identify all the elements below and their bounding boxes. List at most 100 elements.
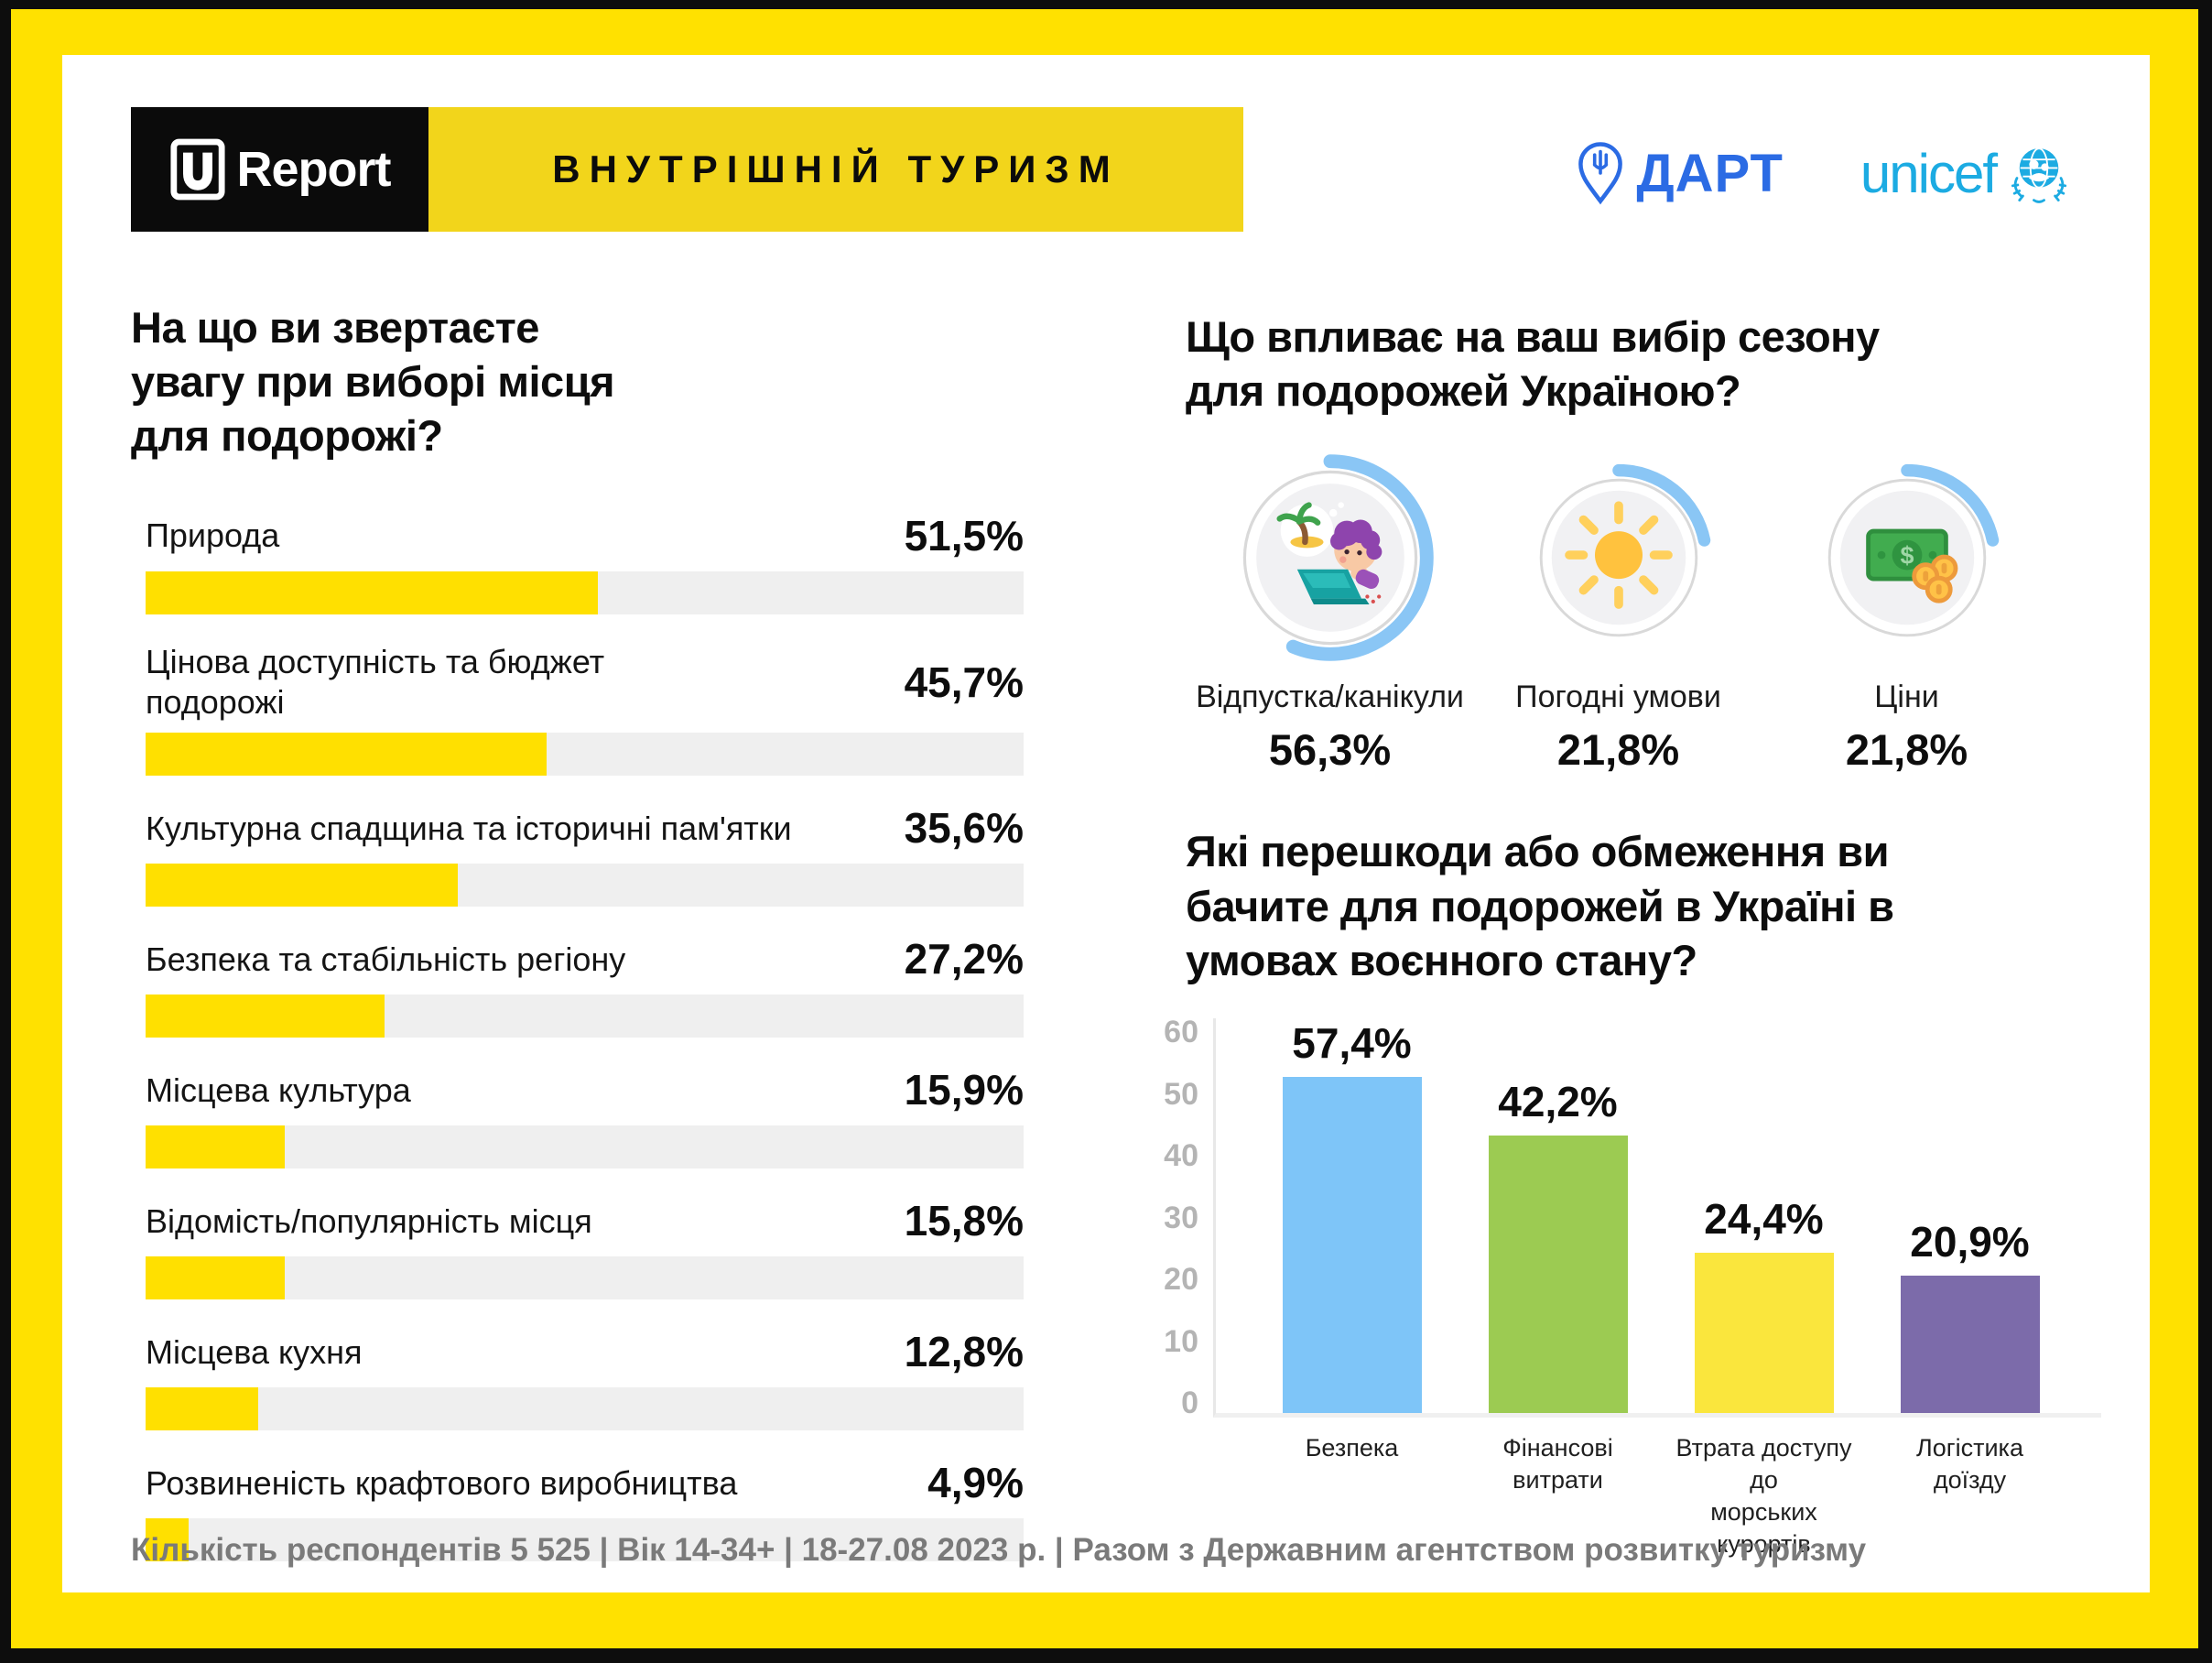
bar-track bbox=[146, 1518, 1024, 1562]
option-value: 15,9% bbox=[904, 1066, 1024, 1114]
x-label: Безпека bbox=[1305, 1434, 1399, 1462]
season-rings: Відпустка/канікули 56,3% bbox=[1186, 451, 2101, 775]
ureport-logo: Report bbox=[131, 107, 428, 232]
y-tick: 40 bbox=[1164, 1138, 1198, 1174]
left-question-title: На що ви звертаєте увагу при виборі місц… bbox=[131, 303, 615, 461]
ureport-logo-text: Report bbox=[236, 142, 392, 197]
season-item-label: Ціни bbox=[1874, 679, 1939, 715]
season-item-value: 21,8% bbox=[1845, 725, 1968, 775]
bar-fill bbox=[146, 1125, 286, 1169]
bar-column: 42,2% bbox=[1455, 1018, 1661, 1414]
y-tick: 0 bbox=[1181, 1386, 1198, 1421]
dart-pin-icon bbox=[1578, 142, 1623, 205]
x-label: Фінансові витрати bbox=[1502, 1434, 1613, 1495]
money-icon: $ bbox=[1865, 529, 1957, 604]
bar-fill bbox=[146, 1518, 189, 1562]
x-axis-labels: Безпека Фінансові витрати Втрата доступу… bbox=[1213, 1432, 2101, 1560]
season-item: Відпустка/канікули 56,3% bbox=[1186, 451, 1474, 775]
y-tick: 20 bbox=[1164, 1262, 1198, 1298]
left-section: На що ви звертаєте увагу при виборі місц… bbox=[131, 300, 1024, 1589]
vacation-icon bbox=[1276, 502, 1382, 605]
unicef-logo-text: unicef bbox=[1860, 142, 1998, 204]
bar-track bbox=[146, 995, 1024, 1038]
plot-area: 57,4% 42,2% 24,4% 20,9% bbox=[1213, 1018, 2101, 1418]
bar-track bbox=[146, 733, 1024, 777]
bar-column: 57,4% bbox=[1249, 1018, 1455, 1414]
bar bbox=[1900, 1275, 2040, 1414]
bar bbox=[1282, 1077, 1422, 1414]
option-label: Безпека та стабільність регіону bbox=[146, 940, 626, 978]
bar-track bbox=[146, 1125, 1024, 1169]
bar-track bbox=[146, 864, 1024, 908]
season-item-label: Погодні умови bbox=[1515, 679, 1721, 715]
content-card: Report ВНУТРІШНІЙ ТУРИЗМ ДАРТ unicef bbox=[62, 55, 2150, 1592]
y-axis: 60 50 40 30 20 10 0 bbox=[1160, 1015, 1213, 1421]
obstacles-question-title: Які перешкоди або обмеження ви бачите дл… bbox=[1186, 827, 1894, 984]
progress-ring: $ bbox=[1813, 464, 2001, 652]
bar-track bbox=[146, 1256, 1024, 1300]
bar-fill bbox=[146, 733, 548, 777]
list-item: Місцева культура 15,9% bbox=[146, 1065, 1024, 1169]
list-item: Природа 51,5% bbox=[146, 511, 1024, 614]
right-section: Що впливає на ваш вибір сезону для подор… bbox=[1164, 310, 2101, 1560]
bar-value: 24,4% bbox=[1704, 1194, 1824, 1243]
option-label: Природа bbox=[146, 516, 280, 554]
option-label: Розвиненість крафтового виробництва bbox=[146, 1463, 738, 1502]
partner-logos: ДАРТ unicef bbox=[1574, 139, 2073, 207]
bar bbox=[1488, 1135, 1628, 1414]
option-label: Відомість/популярність місця bbox=[146, 1201, 592, 1240]
season-item: Погодні умови 21,8% bbox=[1474, 451, 1762, 775]
option-value: 12,8% bbox=[904, 1328, 1024, 1376]
dart-logo-text: ДАРТ bbox=[1636, 143, 1784, 203]
unicef-logo: unicef bbox=[1860, 139, 2073, 207]
season-item-label: Відпустка/канікули bbox=[1196, 679, 1464, 715]
sun-icon bbox=[1564, 501, 1673, 610]
season-item-value: 21,8% bbox=[1556, 725, 1680, 775]
bar-track bbox=[146, 571, 1024, 614]
season-question-title: Що впливає на ваш вибір сезону для подор… bbox=[1186, 312, 1880, 416]
bar-value: 57,4% bbox=[1292, 1019, 1412, 1068]
list-item: Розвиненість крафтового виробництва 4,9% bbox=[146, 1458, 1024, 1562]
option-value: 45,7% bbox=[904, 658, 1024, 706]
svg-text:$: $ bbox=[1900, 542, 1914, 570]
option-value: 4,9% bbox=[927, 1459, 1024, 1507]
dart-logo: ДАРТ bbox=[1574, 140, 1784, 206]
bar bbox=[1694, 1252, 1834, 1414]
topic-banner: ВНУТРІШНІЙ ТУРИЗМ bbox=[428, 107, 1243, 232]
bar-fill bbox=[146, 1256, 285, 1300]
x-label: Логістика доїзду bbox=[1916, 1434, 2023, 1495]
y-tick: 10 bbox=[1164, 1323, 1198, 1359]
bar-track bbox=[146, 1387, 1024, 1431]
list-item: Відомість/популярність місця 15,8% bbox=[146, 1196, 1024, 1300]
bar-column: 24,4% bbox=[1661, 1018, 1867, 1414]
season-item: $ bbox=[1762, 451, 2051, 775]
list-item: Культурна спадщина та історичні пам'ятки… bbox=[146, 803, 1024, 908]
y-tick: 50 bbox=[1164, 1076, 1198, 1112]
footer-note: Кількість респондентів 5 525 | Вік 14-34… bbox=[131, 1532, 1867, 1568]
y-tick: 30 bbox=[1164, 1200, 1198, 1235]
option-value: 27,2% bbox=[904, 935, 1024, 984]
option-value: 51,5% bbox=[904, 511, 1024, 560]
unicef-emblem-icon bbox=[2011, 147, 2067, 203]
list-item: Місцева кухня 12,8% bbox=[146, 1327, 1024, 1431]
bar-fill bbox=[146, 995, 385, 1038]
progress-ring bbox=[1524, 464, 1712, 652]
list-item: Цінова доступність та бюджет подорожі 45… bbox=[146, 642, 1024, 777]
bar-column: 20,9% bbox=[1867, 1018, 2073, 1414]
bar-fill bbox=[146, 571, 598, 614]
season-item-value: 56,3% bbox=[1268, 725, 1392, 775]
list-item: Безпека та стабільність регіону 27,2% bbox=[146, 934, 1024, 1038]
bar-fill bbox=[146, 1387, 258, 1431]
option-value: 15,8% bbox=[904, 1197, 1024, 1245]
ureport-u-icon bbox=[169, 138, 225, 201]
option-label: Місцева культура bbox=[146, 1071, 411, 1109]
obstacles-chart: 60 50 40 30 20 10 0 57,4% 42, bbox=[1160, 1015, 2101, 1560]
x-label: Втрата доступу до морських курортів bbox=[1675, 1434, 1852, 1559]
bar-value: 42,2% bbox=[1498, 1077, 1618, 1125]
option-label: Культурна спадщина та історичні пам'ятки bbox=[146, 809, 792, 847]
option-label: Цінова доступність та бюджет подорожі bbox=[146, 642, 605, 721]
topic-banner-title: ВНУТРІШНІЙ ТУРИЗМ bbox=[552, 147, 1120, 190]
option-label: Місцева кухня bbox=[146, 1332, 363, 1371]
y-tick: 60 bbox=[1164, 1015, 1198, 1050]
